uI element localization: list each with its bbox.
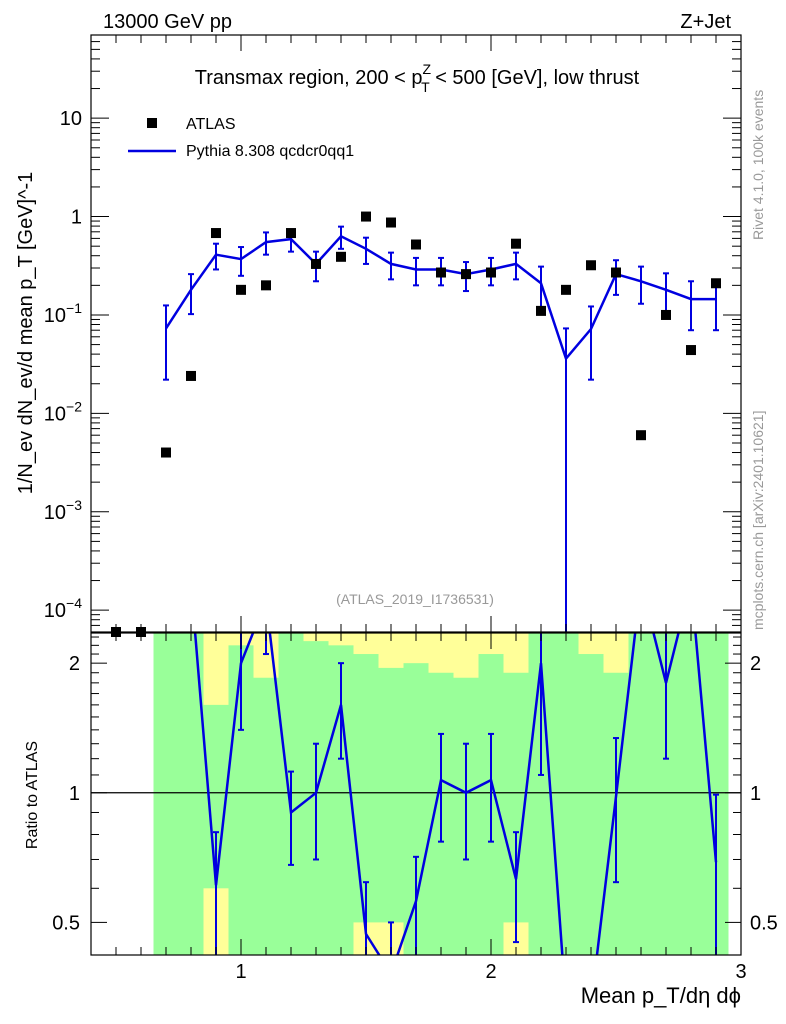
y-tick-label-main: 10: [60, 108, 82, 130]
ratio-band-inner: [553, 633, 579, 955]
atlas-data-point: [286, 228, 296, 239]
ratio-band-inner: [153, 633, 179, 955]
mcplots-label: mcplots.cern.ch [arXiv:2401.10621]: [750, 411, 766, 630]
analysis-id: (ATLAS_2019_I1736531): [336, 591, 494, 607]
atlas-data-point: [611, 267, 621, 278]
process-label: Z+Jet: [680, 11, 731, 33]
mc-line: [164, 234, 716, 362]
y-tick-label-ratio-right: 0.5: [750, 912, 778, 934]
atlas-data-point: [236, 284, 246, 295]
y-tick-label-main: 10−3: [44, 497, 82, 524]
ratio-band-inner: [378, 667, 404, 923]
x-tick-label: 1: [235, 961, 246, 983]
atlas-data-markers: [111, 211, 721, 637]
y-axis-label-main: 1/N_ev dN_ev/d mean p_T [GeV]^-1: [15, 172, 37, 495]
atlas-data-point: [586, 260, 596, 271]
y-tick-label-main: 10−1: [44, 300, 82, 327]
atlas-data-point: [386, 217, 396, 228]
x-tick-label: 3: [735, 961, 746, 983]
legend: ATLAS Pythia 8.308 qcdcr0qq1: [128, 116, 354, 160]
atlas-data-point: [311, 258, 321, 269]
atlas-data-point: [511, 238, 521, 249]
y-tick-label-main: 10−2: [44, 398, 82, 425]
atlas-data-point: [561, 284, 571, 295]
ratio-band-inner: [253, 677, 279, 955]
axis-ticks: 1 2 3 10−4 10−3 10−2 10−1 1 10 0.5 0.5 1 1 2 2: [44, 34, 778, 983]
legend-atlas-marker: [147, 118, 157, 128]
atlas-data-point: [336, 251, 346, 262]
atlas-data-point: [636, 430, 646, 441]
ratio-band-inner: [578, 654, 604, 955]
x-tick-label: 2: [485, 961, 496, 983]
atlas-data-point: [536, 305, 546, 316]
atlas-data-point: [361, 211, 371, 222]
rivet-version-label: Rivet 4.1.0, 100k events: [750, 90, 766, 240]
atlas-data-point: [711, 278, 721, 289]
atlas-data-point: [486, 267, 496, 278]
plot-title-suffix: < 500 [GeV], low thrust: [430, 67, 640, 89]
atlas-data-point: [261, 280, 271, 291]
plot-title: Transmax region, 200 < pZ T < 500 [GeV], …: [195, 61, 640, 95]
ratio-band-inner: [628, 633, 654, 955]
y-axis-label-ratio: Ratio to ATLAS: [24, 741, 41, 849]
atlas-data-point: [436, 267, 446, 278]
mc-ratio-curve: [193, 633, 719, 955]
atlas-data-point: [411, 239, 421, 250]
plot-title-prefix: Transmax region, 200 < p: [195, 67, 423, 89]
y-tick-label-ratio: 0.5: [52, 912, 80, 934]
mc-prediction-main: [163, 225, 719, 632]
atlas-data-point: [211, 228, 221, 239]
legend-atlas-label: ATLAS: [186, 116, 236, 133]
plot-title-sup: Z: [423, 61, 432, 77]
atlas-data-point: [661, 309, 671, 320]
collision-label: 13000 GeV pp: [103, 11, 232, 33]
y-tick-label-main: 1: [71, 207, 82, 229]
x-axis-label: Mean p_T/dη dϕ: [581, 983, 741, 1008]
atlas-data-point: [186, 370, 196, 381]
y-tick-label-ratio: 1: [69, 783, 80, 805]
y-axis-label-main-text: 1/N_ev dN_ev/d mean p_T [GeV]^-1: [15, 172, 37, 495]
legend-mc-label: Pythia 8.308 qcdcr0qq1: [186, 143, 354, 160]
atlas-data-point: [161, 447, 171, 458]
atlas-data-point: [686, 345, 696, 356]
ratio-band-inner: [353, 654, 379, 923]
y-tick-label-ratio-right: 1: [750, 783, 761, 805]
plot-title-sub: T: [421, 79, 430, 95]
y-tick-label-ratio-right: 2: [750, 653, 761, 675]
y-tick-label-ratio: 2: [69, 653, 80, 675]
y-tick-label-main: 10−4: [44, 595, 82, 622]
atlas-data-point: [461, 269, 471, 280]
